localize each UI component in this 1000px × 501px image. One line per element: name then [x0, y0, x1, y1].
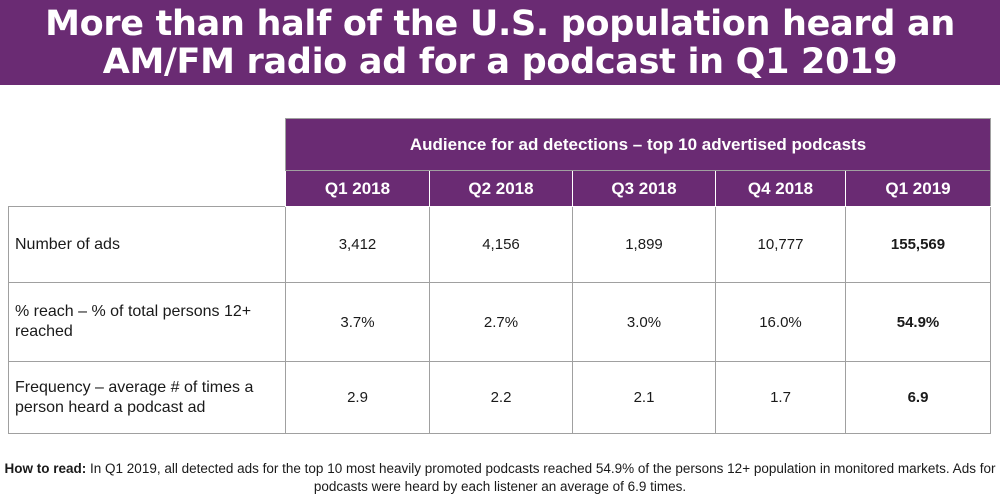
column-header-q1-2018: Q1 2018: [285, 170, 430, 207]
table-cell: 1,899: [572, 206, 716, 283]
table-cell: 2.2: [429, 361, 573, 434]
table-cell: 2.1: [572, 361, 716, 434]
table-cell: 1.7: [715, 361, 846, 434]
table-cell: 16.0%: [715, 282, 846, 362]
column-header-q4-2018: Q4 2018: [715, 170, 846, 207]
column-header-q1-2019: Q1 2019: [844, 170, 992, 207]
title-line-2: AM/FM radio ad for a podcast in Q1 2019: [102, 41, 898, 82]
table-cell-highlight: 155,569: [844, 206, 992, 283]
row-label-frequency: Frequency – average # of times a person …: [8, 361, 286, 434]
title-line-1: More than half of the U.S. population he…: [45, 3, 955, 44]
row-label-number-of-ads: Number of ads: [8, 206, 286, 283]
title-banner: More than half of the U.S. population he…: [0, 0, 1000, 85]
column-header-q2-2018: Q2 2018: [429, 170, 573, 207]
how-to-read-footnote: How to read: In Q1 2019, all detected ad…: [0, 460, 1000, 496]
table-cell: 10,777: [715, 206, 846, 283]
table-cell: 4,156: [429, 206, 573, 283]
table-row: Frequency – average # of times a person …: [8, 361, 992, 434]
table-cell: 2.9: [285, 361, 430, 434]
super-header: Audience for ad detections – top 10 adve…: [284, 118, 992, 171]
table-cell: 2.7%: [429, 282, 573, 362]
table-cell-highlight: 6.9: [844, 361, 992, 434]
table-cell: 3.0%: [572, 282, 716, 362]
table-row: % reach – % of total persons 12+ reached…: [8, 282, 992, 362]
table-corner: [9, 119, 286, 207]
audience-table: Audience for ad detections – top 10 adve…: [8, 118, 992, 434]
table-cell-highlight: 54.9%: [844, 282, 992, 362]
footnote-text: In Q1 2019, all detected ads for the top…: [86, 461, 996, 494]
row-label-reach: % reach – % of total persons 12+ reached: [8, 282, 286, 362]
table-cell: 3,412: [285, 206, 430, 283]
column-header-q3-2018: Q3 2018: [572, 170, 716, 207]
table-row: Number of ads 3,412 4,156 1,899 10,777 1…: [8, 206, 992, 283]
table-cell: 3.7%: [285, 282, 430, 362]
footnote-lead: How to read:: [4, 461, 87, 476]
